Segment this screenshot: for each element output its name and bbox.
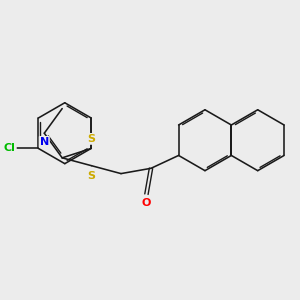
Text: S: S bbox=[88, 171, 96, 181]
Text: S: S bbox=[87, 134, 95, 144]
Text: Cl: Cl bbox=[4, 143, 16, 153]
Text: N: N bbox=[40, 137, 49, 147]
Text: O: O bbox=[142, 198, 151, 208]
